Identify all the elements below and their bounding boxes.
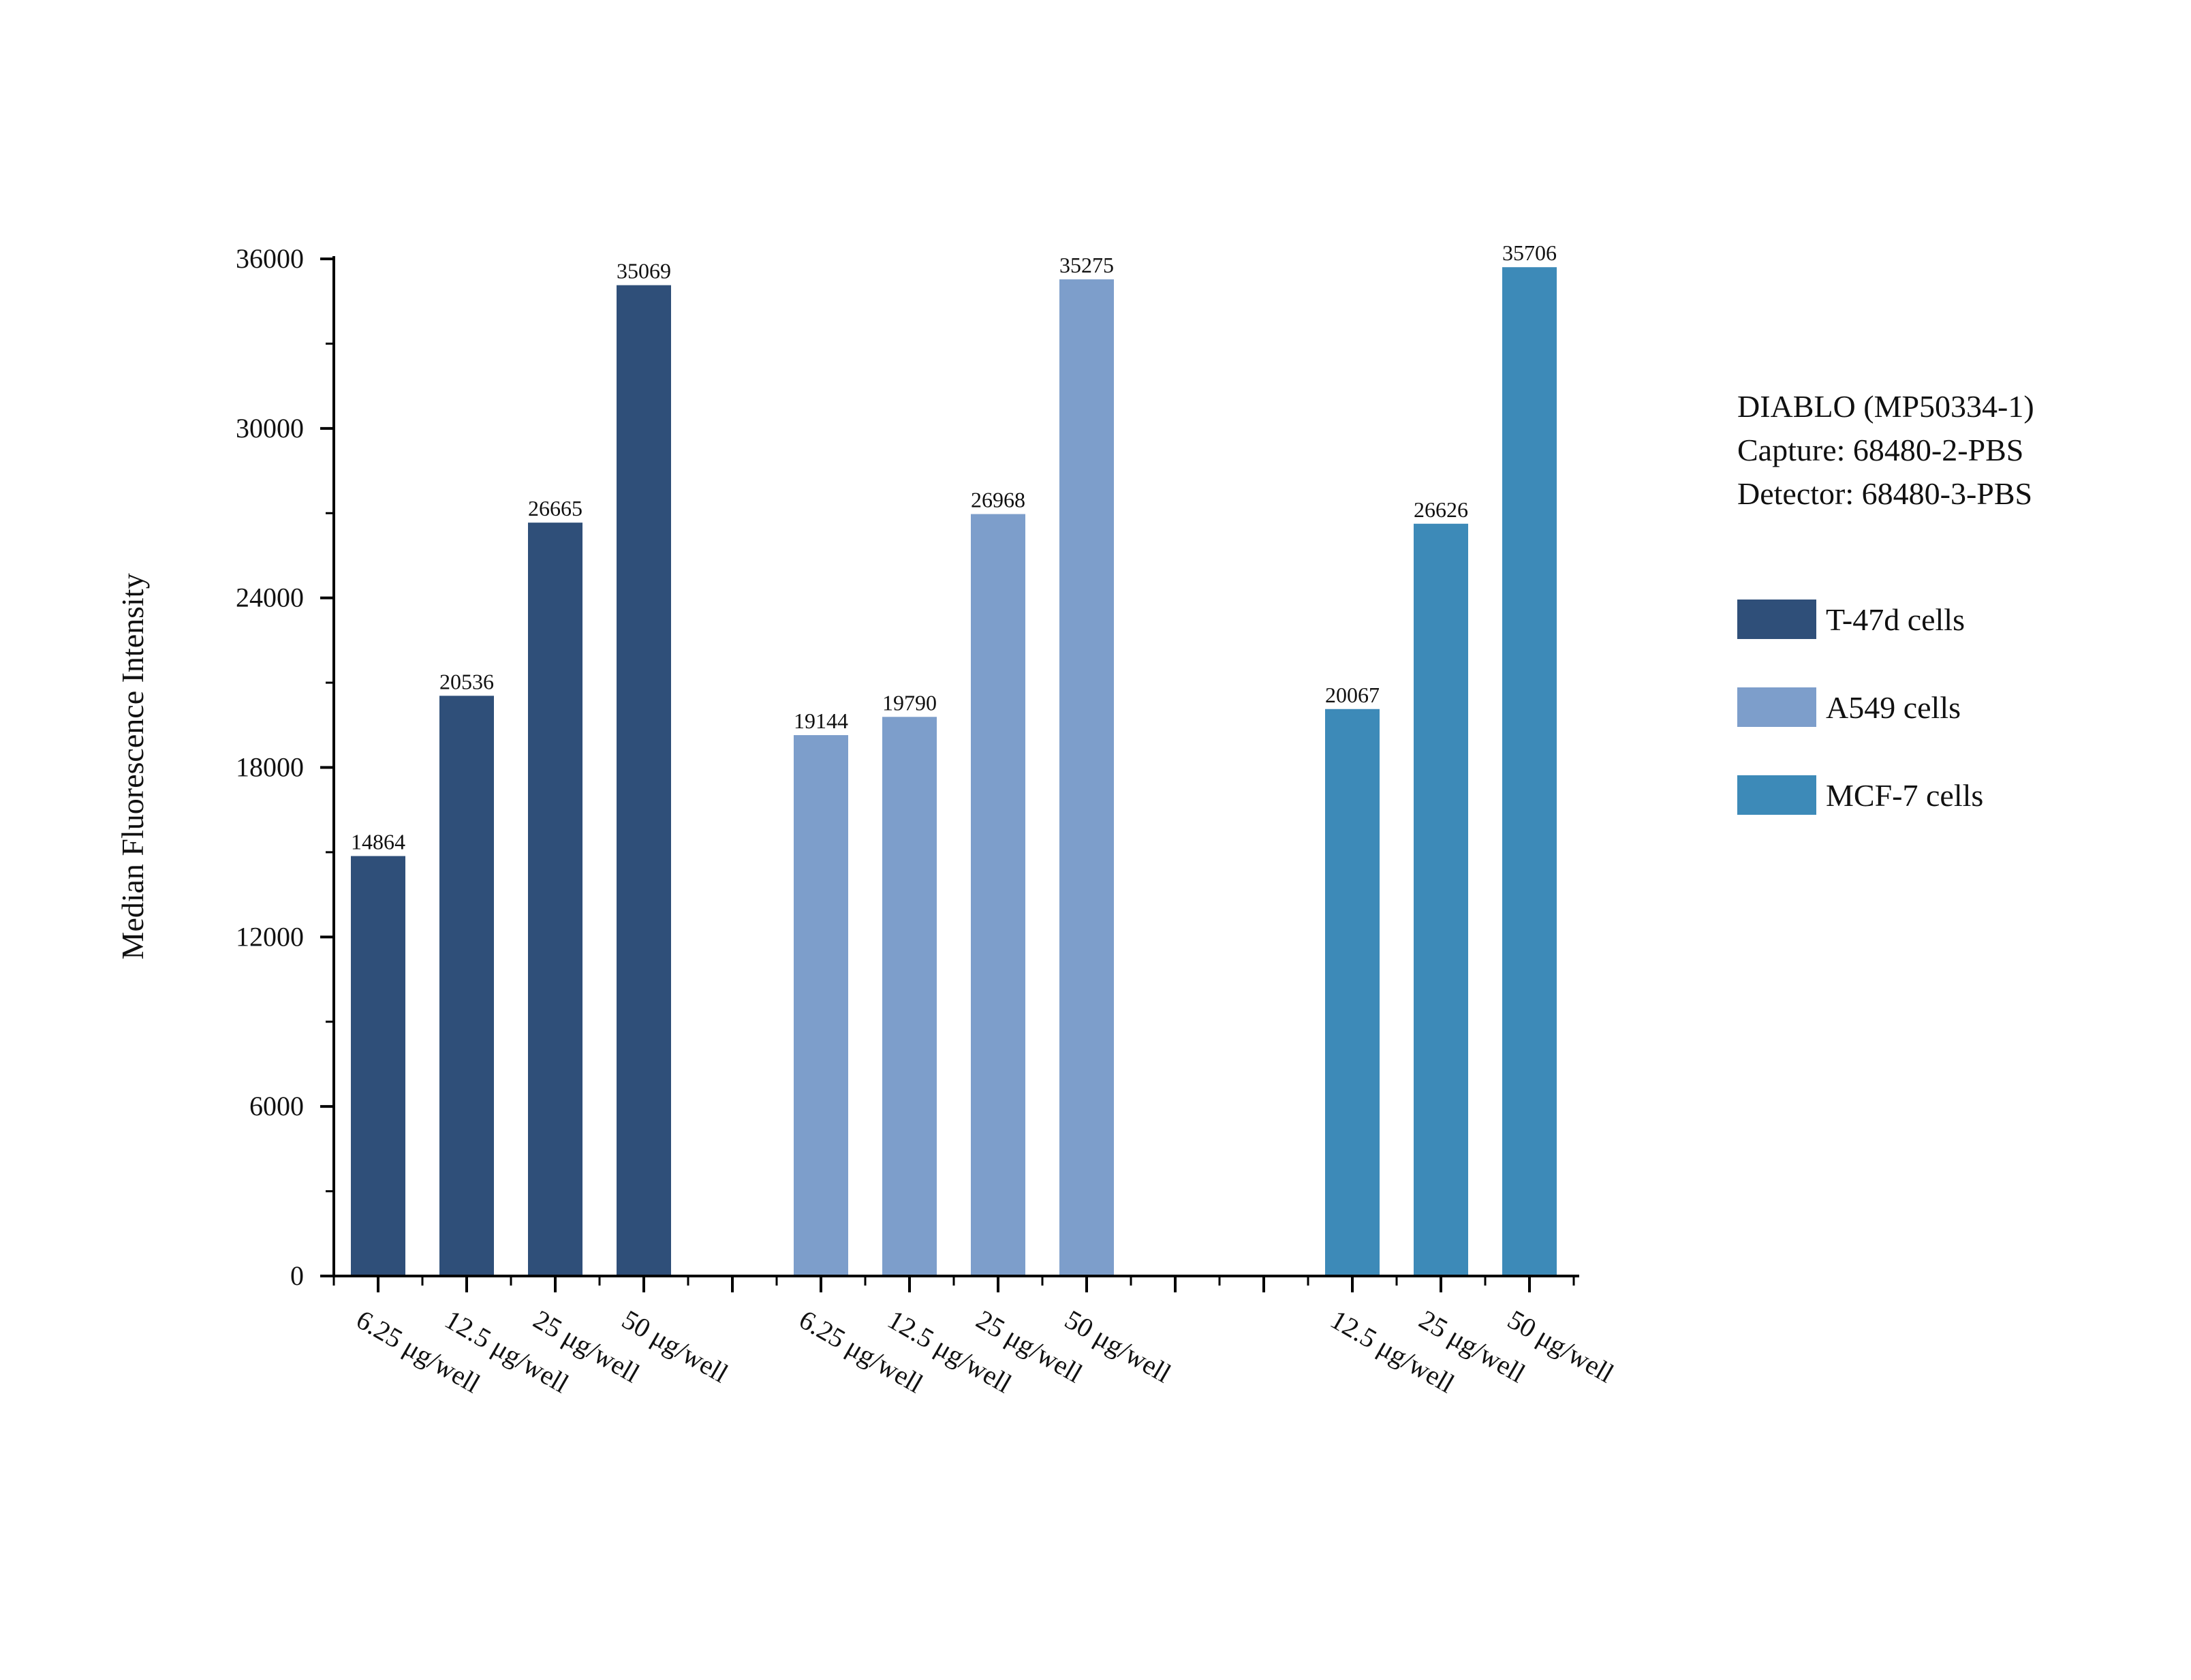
- bars-layer: [351, 267, 1557, 1277]
- legend-swatch: [1737, 687, 1816, 727]
- data-label: 35706: [1502, 240, 1557, 265]
- bar-t-47d-3: [528, 523, 582, 1276]
- bar-t-47d-2: [439, 696, 494, 1276]
- bar-a549-4: [1059, 279, 1114, 1276]
- y-tick-label: 24000: [236, 582, 304, 613]
- bar-mcf-7-2: [1414, 523, 1468, 1276]
- data-label: 19144: [794, 709, 848, 733]
- bar-a549-3: [971, 514, 1025, 1276]
- data-label: 14864: [351, 830, 405, 854]
- y-tick-label: 0: [290, 1260, 304, 1291]
- data-label: 26968: [971, 488, 1025, 512]
- y-tick-label: 12000: [236, 921, 304, 952]
- legend: T-47d cells A549 cells MCF-7 cells: [1737, 600, 1983, 815]
- data-label: 20067: [1325, 683, 1380, 707]
- legend-label: A549 cells: [1826, 690, 1961, 725]
- bar-a549-2: [882, 717, 937, 1276]
- data-label: 35069: [617, 259, 671, 283]
- bar-t-47d-4: [617, 285, 671, 1277]
- y-tick-label: 36000: [236, 243, 304, 274]
- bar-a549-1: [794, 735, 848, 1276]
- info-line: DIABLO (MP50334-1): [1737, 389, 2034, 424]
- data-label: 26626: [1414, 497, 1468, 522]
- info-line: Capture: 68480-2-PBS: [1737, 433, 2023, 467]
- data-label: 19790: [882, 690, 937, 715]
- y-tick-label: 18000: [236, 752, 304, 783]
- legend-label: MCF-7 cells: [1826, 778, 1983, 813]
- bar-t-47d-1: [351, 856, 405, 1276]
- axes-layer: [320, 256, 1579, 1292]
- data-label: 35275: [1059, 253, 1114, 277]
- legend-swatch: [1737, 600, 1816, 639]
- y-tick-label: 30000: [236, 413, 304, 444]
- info-line: Detector: 68480-3-PBS: [1737, 476, 2032, 511]
- y-tick-label: 6000: [249, 1091, 304, 1121]
- bar-mcf-7-3: [1502, 267, 1557, 1276]
- legend-label: T-47d cells: [1826, 602, 1965, 637]
- legend-swatch: [1737, 775, 1816, 815]
- bar-mcf-7-1: [1325, 709, 1380, 1276]
- data-label: 20536: [439, 669, 494, 694]
- y-axis-title: Median Fluorescence Intensity: [115, 573, 150, 959]
- data-label: 26665: [528, 496, 582, 520]
- info-block: DIABLO (MP50334-1) Capture: 68480-2-PBS De…: [1737, 389, 2034, 511]
